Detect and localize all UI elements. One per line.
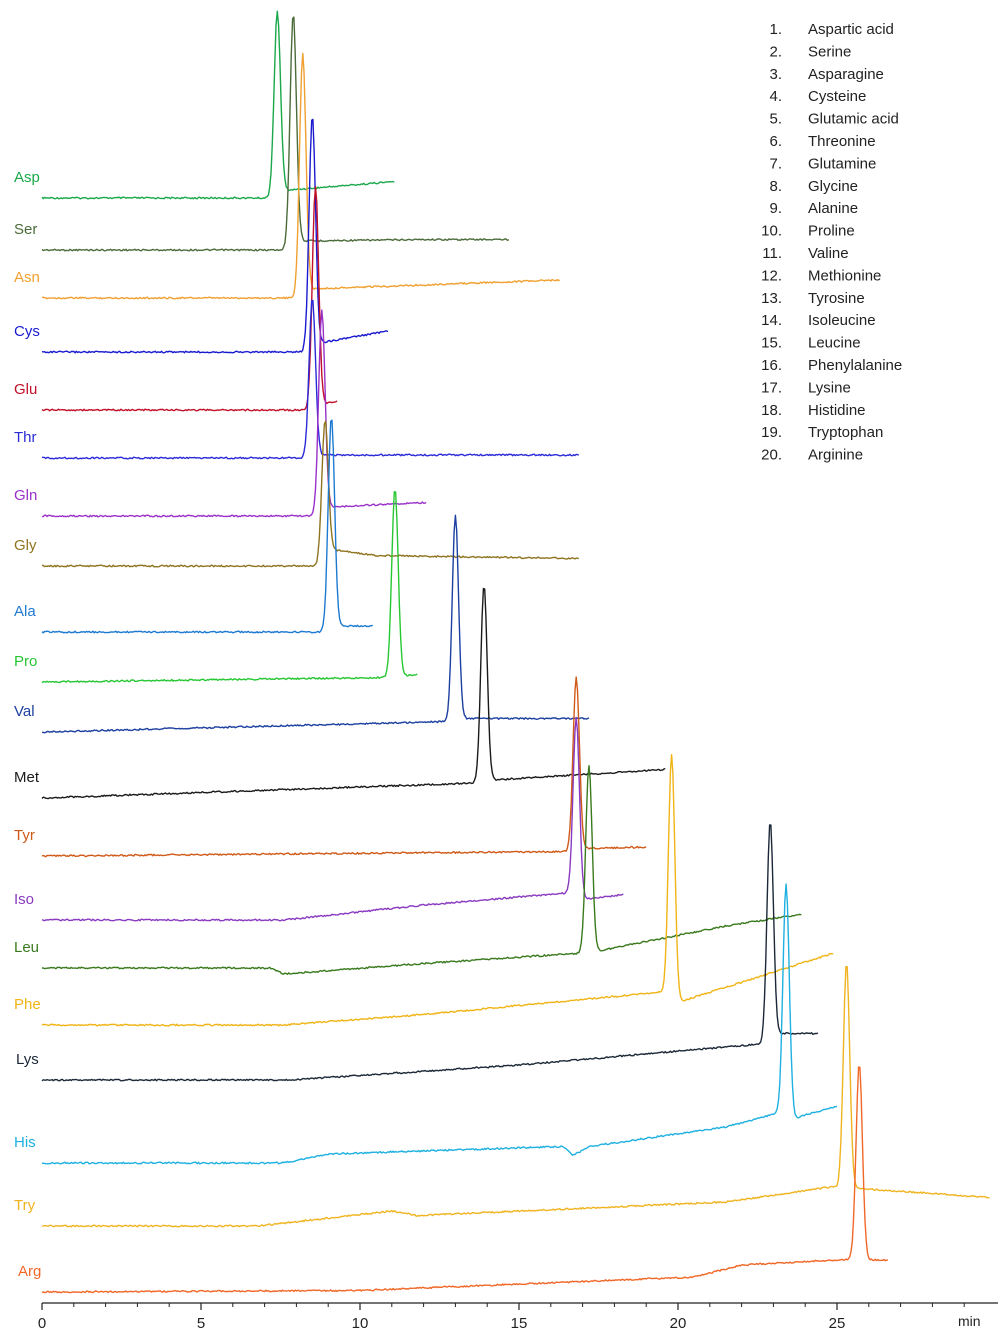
legend-entry: Serine xyxy=(808,43,851,60)
trace-glu xyxy=(41,185,338,412)
x-axis-ticks: 0 5 10 15 20 25 xyxy=(38,1303,965,1332)
legend-entry: Phenylalanine xyxy=(808,357,902,374)
x-tick-label: 25 xyxy=(829,1315,846,1332)
trace-label-asp: Asp xyxy=(14,169,40,186)
trace-his xyxy=(41,883,838,1165)
legend-entry: Histidine xyxy=(808,402,866,419)
legend-entry: Aspartic acid xyxy=(808,21,894,38)
legend-number: 2. xyxy=(769,43,782,60)
trace-tyr xyxy=(41,676,647,858)
trace-arg xyxy=(41,1066,888,1294)
trace-label-pro: Pro xyxy=(14,653,37,670)
trace-try xyxy=(41,966,990,1228)
trace-iso xyxy=(41,716,624,922)
legend-number: 3. xyxy=(769,66,782,83)
legend-number: 6. xyxy=(769,133,782,150)
legend-entry: Glutamine xyxy=(808,155,876,172)
x-tick-label: 5 xyxy=(197,1315,205,1332)
trace-label-ala: Ala xyxy=(14,603,36,620)
trace-label-glu: Glu xyxy=(14,381,37,398)
legend-number: 1. xyxy=(769,21,782,38)
legend-number: 19. xyxy=(761,424,782,441)
trace-label-cys: Cys xyxy=(14,323,40,340)
trace-leu xyxy=(42,765,802,975)
trace-label-group: Asp Ser Asn Cys Glu Thr Gln Gly Ala Pro Val Met Tyr I… xyxy=(14,169,41,1280)
trace-label-arg: Arg xyxy=(18,1263,41,1280)
trace-label-val: Val xyxy=(14,703,35,720)
trace-label-ser: Ser xyxy=(14,221,37,238)
legend-entry: Tyrosine xyxy=(808,290,865,307)
legend-number: 4. xyxy=(769,88,782,105)
legend-entry: Alanine xyxy=(808,200,858,217)
trace-ala xyxy=(41,419,373,634)
legend-number: 18. xyxy=(761,402,782,419)
legend-entry: Glutamic acid xyxy=(808,111,899,128)
legend-entry: Cysteine xyxy=(808,88,866,105)
trace-label-thr: Thr xyxy=(14,429,37,446)
trace-label-phe: Phe xyxy=(14,996,41,1013)
legend-number: 9. xyxy=(769,200,782,217)
trace-label-met: Met xyxy=(14,769,40,786)
trace-thr xyxy=(41,299,580,460)
legend-number: 5. xyxy=(769,111,782,128)
trace-label-gly: Gly xyxy=(14,537,37,554)
trace-lys xyxy=(41,824,819,1082)
x-axis: 0 5 10 15 20 25 min xyxy=(38,1302,998,1332)
trace-label-gln: Gln xyxy=(14,487,37,504)
legend-entry: Isoleucine xyxy=(808,312,876,329)
trace-label-tyr: Tyr xyxy=(14,827,35,844)
legend-number: 7. xyxy=(769,155,782,172)
trace-asp xyxy=(41,10,395,200)
legend-entry: Leucine xyxy=(808,335,861,352)
legend-entry: Arginine xyxy=(808,447,863,464)
legend-number: 15. xyxy=(761,335,782,352)
legend-number: 10. xyxy=(761,223,782,240)
trace-label-leu: Leu xyxy=(14,939,39,956)
trace-asn xyxy=(41,52,561,300)
legend-number: 16. xyxy=(761,357,782,374)
x-tick-label: 10 xyxy=(352,1315,369,1332)
trace-gly xyxy=(42,420,579,568)
legend-entry: Glycine xyxy=(808,178,858,195)
trace-phe xyxy=(41,754,834,1027)
trace-label-try: Try xyxy=(14,1197,36,1214)
legend-entry: Proline xyxy=(808,223,855,240)
trace-label-his: His xyxy=(14,1134,36,1151)
legend-entry: Asparagine xyxy=(808,66,884,83)
trace-val xyxy=(42,514,590,734)
trace-label-iso: Iso xyxy=(14,891,34,908)
legend-number: 14. xyxy=(761,312,782,329)
legend-number: 20. xyxy=(761,447,782,464)
x-tick-label: 15 xyxy=(511,1315,528,1332)
trace-pro xyxy=(41,491,418,684)
legend-entry: Valine xyxy=(808,245,849,262)
x-tick-label: 0 xyxy=(38,1315,46,1332)
legend-number: 11. xyxy=(762,245,782,262)
trace-gln xyxy=(41,309,427,518)
legend-number: 17. xyxy=(761,379,782,396)
trace-label-lys: Lys xyxy=(16,1051,39,1068)
x-tick-label: 20 xyxy=(670,1315,687,1332)
legend: 1. Aspartic acid 2. Serine 3. Asparagine 4. Cys… xyxy=(761,21,902,464)
legend-entry: Threonine xyxy=(808,133,876,150)
trace-group xyxy=(41,10,990,1294)
x-axis-unit-label: min xyxy=(958,1313,981,1329)
trace-label-asn: Asn xyxy=(14,269,40,286)
trace-met xyxy=(41,587,666,800)
legend-number: 8. xyxy=(769,178,782,195)
trace-cys xyxy=(41,118,389,354)
legend-entry: Tryptophan xyxy=(808,424,883,441)
legend-number: 12. xyxy=(761,267,782,284)
legend-number: 13. xyxy=(761,290,782,307)
legend-entry: Methionine xyxy=(808,267,881,284)
legend-entry: Lysine xyxy=(808,379,851,396)
trace-ser xyxy=(41,16,510,252)
